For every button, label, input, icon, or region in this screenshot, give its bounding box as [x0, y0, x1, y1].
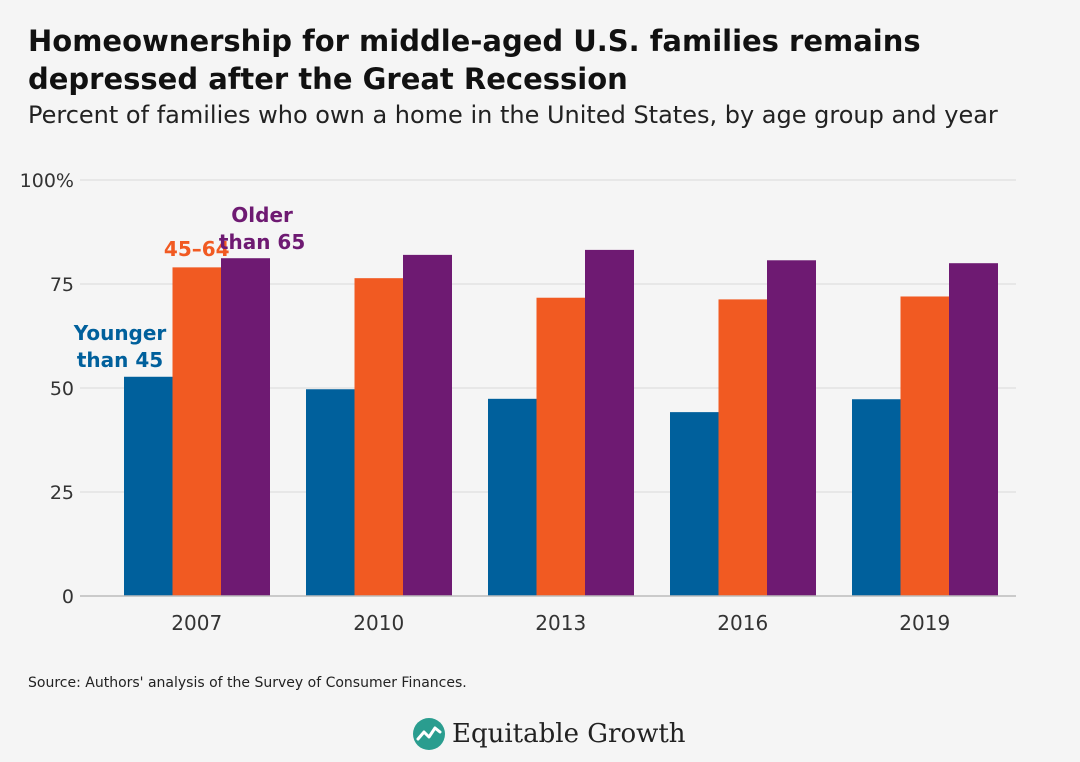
source-note: Source: Authors' analysis of the Survey …: [28, 675, 467, 691]
brand-logo: Equitable Growth: [412, 713, 686, 755]
x-tick-label: 2013: [535, 611, 586, 635]
chart-title: Homeownership for middle-aged U.S. famil…: [28, 24, 921, 96]
bar: [403, 254, 452, 596]
bar: [949, 263, 998, 596]
bar: [718, 299, 768, 596]
bar: [900, 296, 950, 596]
bar: [767, 260, 816, 596]
y-tick-label: 100%: [20, 170, 74, 192]
bar: [852, 399, 901, 596]
x-tick-label: 2007: [171, 611, 222, 635]
x-tick-label: 2010: [353, 611, 404, 635]
x-tick-label: 2019: [899, 611, 950, 635]
series-label: than 45: [77, 348, 163, 372]
y-tick-label: 75: [50, 274, 74, 296]
bar: [306, 389, 355, 596]
bar: [488, 398, 537, 596]
equitable-growth-logo-icon: [413, 718, 445, 750]
y-tick-label: 50: [50, 378, 74, 400]
y-tick-label: 0: [62, 586, 74, 608]
bar: [536, 297, 586, 596]
bar: [670, 412, 719, 596]
series-label: Younger: [73, 321, 167, 345]
y-tick-label: 25: [50, 482, 74, 504]
series-label: 45–64: [164, 237, 230, 261]
bar: [221, 258, 270, 596]
bar: [585, 249, 634, 596]
series-label: than 65: [219, 230, 305, 254]
bar: [124, 376, 173, 596]
bar-chart: 0 25 50 75 100% 2007 2010 2013 2016 2019 Younger th…: [20, 170, 1016, 635]
x-tick-label: 2016: [717, 611, 768, 635]
chart-subtitle: Percent of families who own a home in th…: [28, 101, 998, 129]
series-label: Older: [231, 203, 293, 227]
bar: [172, 267, 222, 596]
bar: [354, 278, 404, 596]
brand-name: Equitable Growth: [452, 719, 686, 749]
